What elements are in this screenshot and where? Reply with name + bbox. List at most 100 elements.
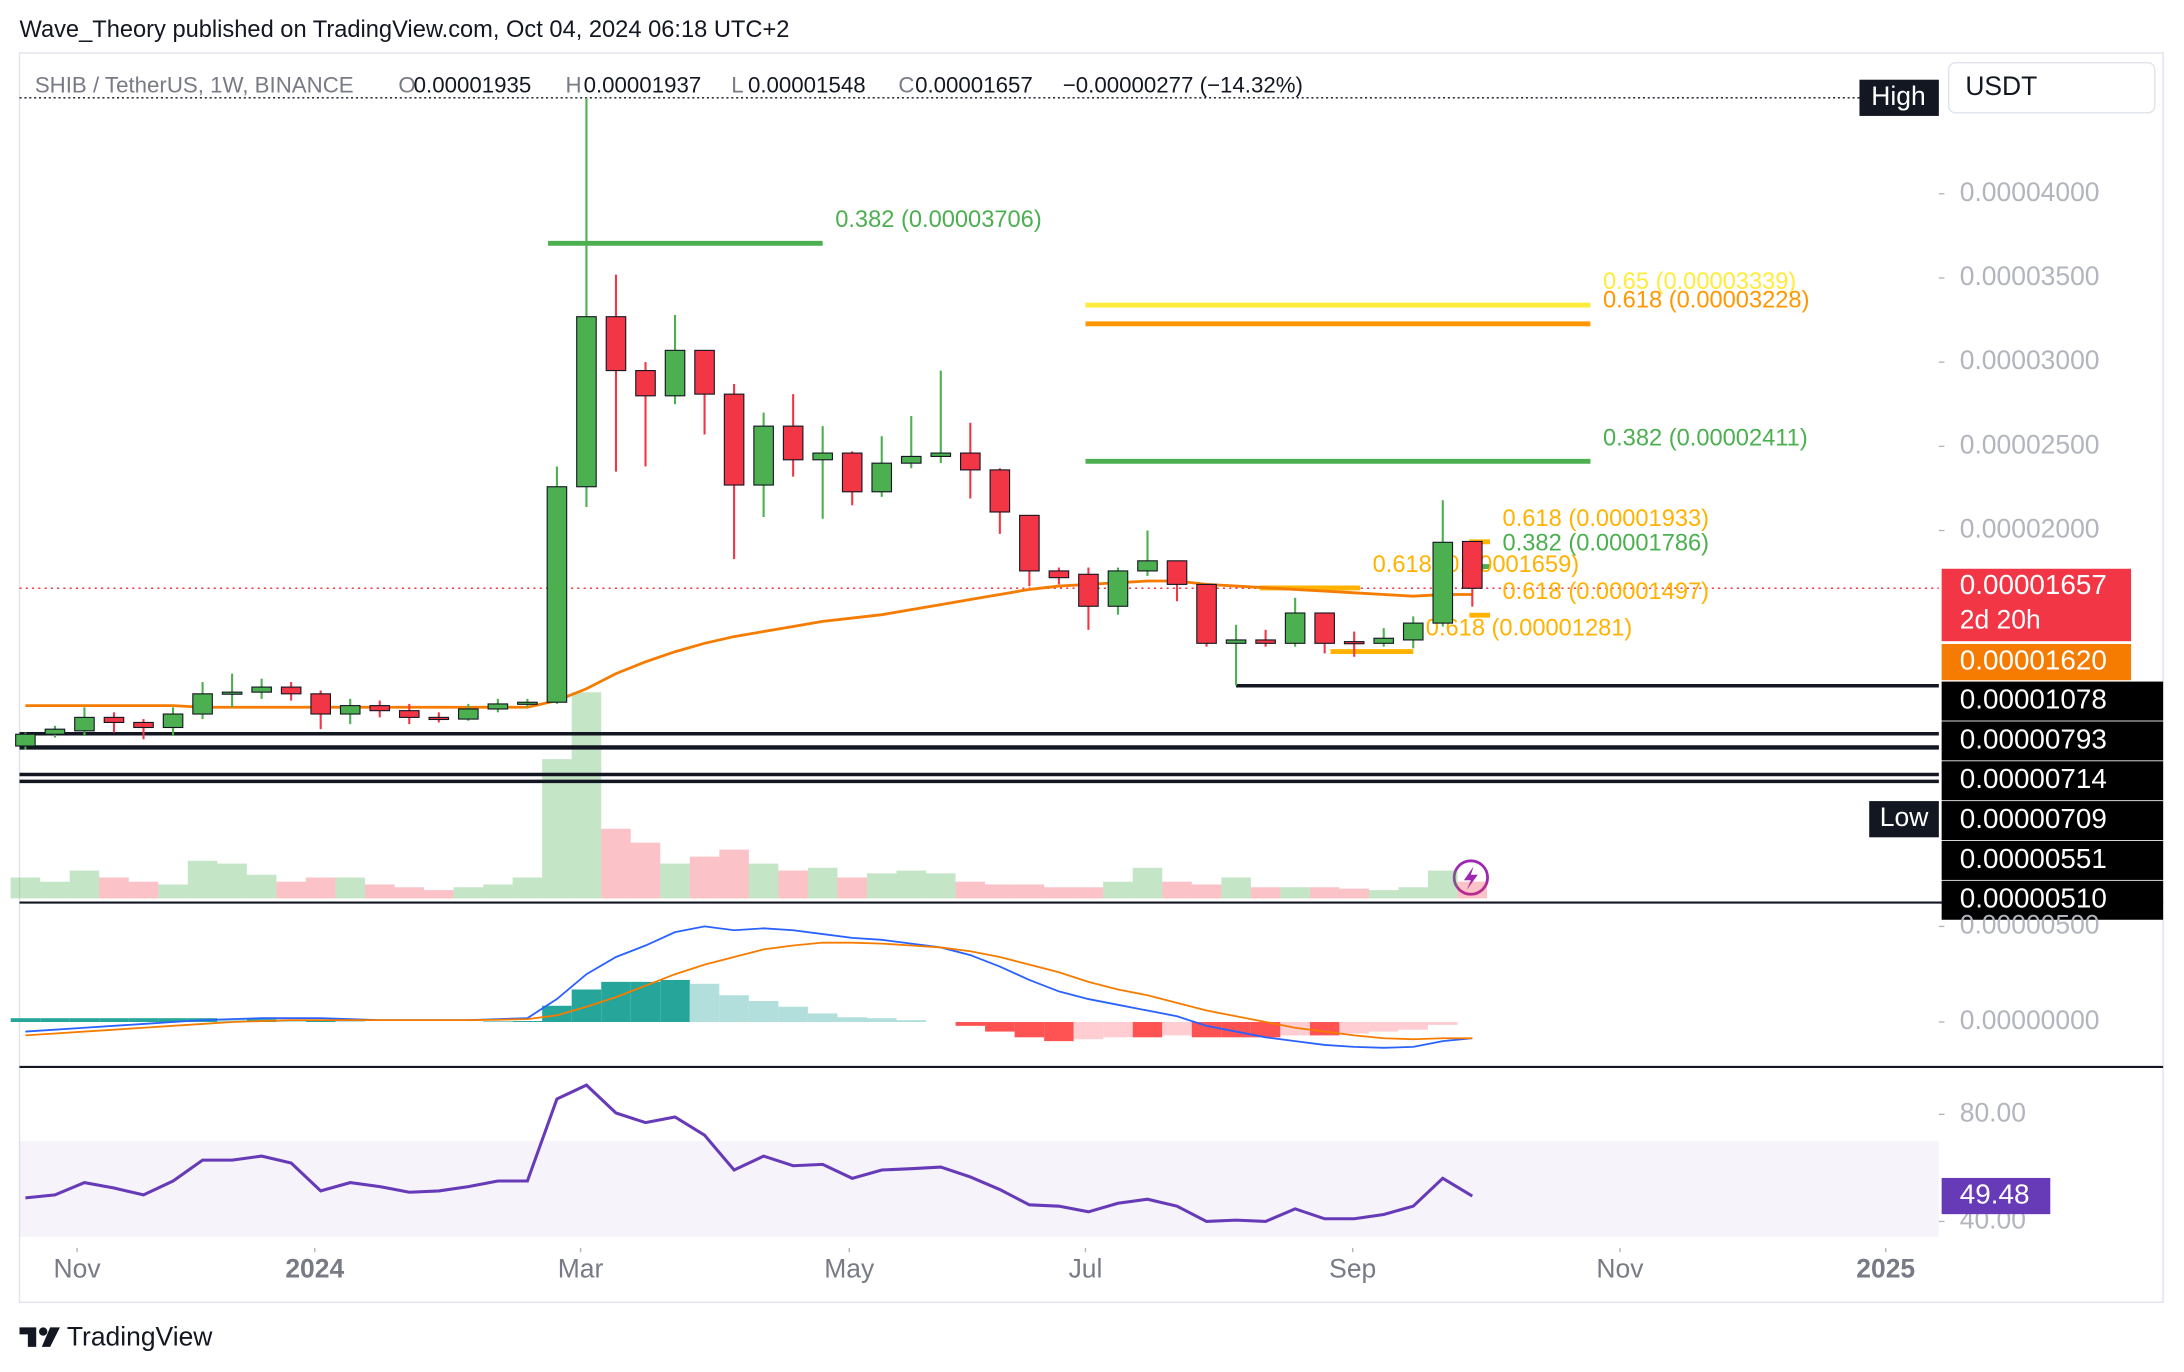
volume-bar [719, 849, 749, 899]
macd-histogram-bar [99, 1018, 129, 1023]
volume-bar [187, 860, 218, 899]
spark-icon[interactable] [1452, 859, 1489, 896]
candle-body [900, 455, 922, 464]
level-tag [1941, 840, 2164, 880]
y-tick-label: 0.00003500 [1960, 261, 2100, 291]
volume-bar [985, 884, 1015, 899]
candle-body [162, 713, 184, 729]
macd-histogram-bar [483, 1021, 513, 1023]
macd-histogram-bar [630, 981, 661, 1023]
candle-body [398, 710, 420, 718]
currency[interactable]: USDT [1965, 71, 2037, 101]
volume-bar [630, 842, 661, 899]
macd-histogram-bar [1162, 1022, 1192, 1036]
legend-change: −0.00000277 (−14.32%) [1063, 72, 1303, 97]
level-tag-label: 0.00000709 [1960, 803, 2107, 834]
candle-body [15, 733, 36, 747]
level-tag [1941, 880, 2164, 920]
volume-bar [571, 692, 602, 899]
macd-tick-label: 0.00000500 [1960, 909, 2100, 939]
volume-bar [955, 881, 986, 899]
volume-bar [1073, 887, 1104, 899]
volume-bar [512, 877, 543, 899]
macd-histogram-bar [1044, 1022, 1074, 1042]
volume-bar [1221, 877, 1251, 899]
candle-body [221, 691, 243, 695]
signal-line [25, 941, 1473, 1041]
y-tick-label: 0.00003000 [1960, 345, 2100, 375]
volume-bar [778, 870, 808, 899]
candle-body [1078, 573, 1099, 607]
candle-body [605, 316, 627, 372]
volume-bar [1103, 881, 1133, 899]
level-tag [1941, 761, 2164, 801]
volume-bar [1162, 881, 1192, 899]
x-tick-label: Nov [54, 1253, 102, 1283]
candle-body [723, 393, 745, 486]
rsi-band [19, 1141, 1939, 1237]
candle-body [1048, 570, 1070, 579]
candle-body [133, 721, 154, 729]
candle-body [74, 716, 95, 732]
candle-body [487, 703, 509, 710]
volume-bar [1368, 890, 1399, 899]
candle-body [812, 452, 833, 461]
level-tag-label: 0.00001078 [1960, 683, 2107, 714]
volume-bar [424, 890, 454, 899]
fib-label: 0.618 (0.00003228) [1603, 288, 1810, 314]
candle-body [960, 452, 981, 471]
volume-bar [1044, 887, 1074, 899]
x-tick-label: May [824, 1253, 875, 1283]
legend-key: O [398, 72, 415, 97]
legend-value: 0.00001548 [748, 72, 866, 97]
macd-histogram-bar [866, 1018, 897, 1023]
macd-histogram-bar [10, 1018, 41, 1023]
macd-histogram-bar [1280, 1022, 1310, 1036]
level-tag-label: 0.00000510 [1960, 883, 2107, 914]
volume-bar [10, 877, 41, 899]
x-tick-label: Mar [558, 1253, 604, 1283]
macd-histogram-bar [571, 989, 602, 1023]
volume-bar [453, 887, 484, 899]
volume-bar [1398, 887, 1429, 899]
legend-value: 0.00001935 [414, 72, 532, 97]
volume-bar [837, 877, 867, 899]
macd-histogram-bar [955, 1022, 986, 1026]
volume-bar [1428, 870, 1458, 899]
macd-histogram-bar [896, 1020, 927, 1023]
y-tick-label: 0.00002000 [1960, 513, 2100, 543]
macd-histogram-bar [837, 1017, 867, 1023]
price-tag-label: 0.00001657 [1960, 569, 2107, 600]
candle-body [1019, 514, 1040, 572]
candle-body [369, 705, 391, 712]
legend-value: 0.00001657 [915, 72, 1033, 97]
volume-bar [660, 863, 690, 899]
candle-body [103, 716, 125, 723]
candle-body [310, 693, 331, 715]
volume-bar [1280, 887, 1310, 899]
macd-tick-label: 0.00000000 [1960, 1005, 2100, 1035]
macd-histogram-bar [69, 1018, 100, 1023]
macd-histogram-bar [335, 1021, 365, 1023]
currency-box[interactable] [1947, 61, 2156, 114]
candle-body [458, 708, 479, 720]
spark-bolt[interactable] [1463, 866, 1478, 891]
volume-bar [1250, 887, 1281, 899]
brand: TradingView [67, 1322, 213, 1352]
macd-histogram-bar [807, 1013, 838, 1023]
macd-histogram-bar [1103, 1022, 1133, 1038]
brand-logo [19, 1327, 60, 1347]
candle-body [1402, 622, 1424, 641]
high-label: High [1871, 81, 1925, 111]
price-tag [1941, 643, 2132, 681]
volume-bar [40, 881, 70, 899]
ema-line [25, 579, 1473, 709]
candle-body [635, 370, 656, 397]
level-tag-label: 0.00000551 [1960, 843, 2107, 874]
macd-histogram-bar [217, 1019, 247, 1023]
candle-body [280, 686, 302, 695]
macd-histogram-bar [1191, 1022, 1222, 1038]
volume-bar [1457, 881, 1488, 899]
